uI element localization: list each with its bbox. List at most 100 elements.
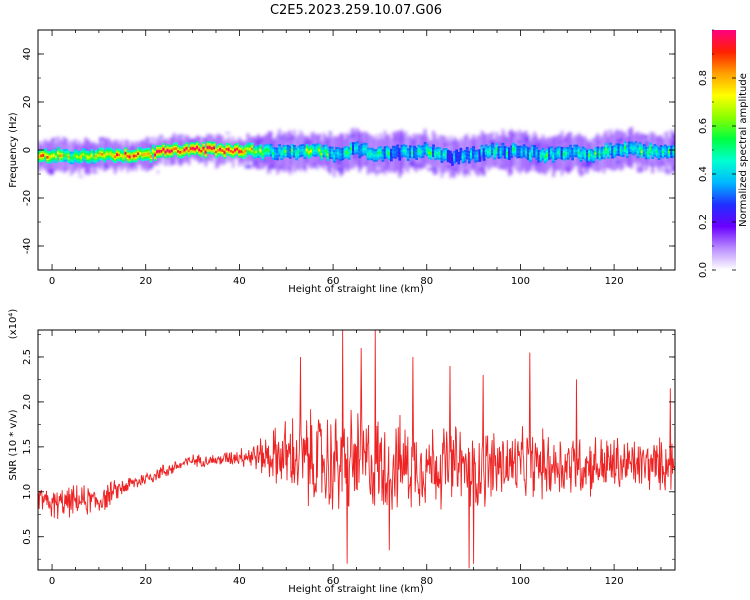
heat-cell [179,150,182,154]
heat-cell [75,155,79,158]
heat-cell [42,154,45,157]
heat-cell [657,152,661,156]
heat-cell [516,150,520,154]
heat-speckle [504,137,508,140]
heat-speckle [94,144,98,149]
heat-cell [672,149,675,153]
heat-cell [645,151,648,155]
heat-cell [649,147,652,151]
heat-cell [425,148,429,152]
heat-cell [474,154,478,158]
heat-cell [379,151,383,154]
heat-cell [257,150,260,153]
heat-speckle [53,149,59,152]
heat-cell [305,148,309,152]
heat-cell [617,148,621,152]
heat-speckle [488,140,494,144]
colorbar-tick-label: 0.8 [698,70,709,86]
heat-speckle [344,139,347,142]
heat-cell [118,153,121,157]
heat-speckle [386,160,390,165]
heat-cell [46,155,50,159]
heat-cell [339,153,343,157]
heat-cell [413,150,416,154]
spectrogram-x-tick-label: 40 [233,276,246,287]
spectrogram-y-tick-label: 0 [22,147,33,153]
heat-speckle [322,157,326,160]
spectrogram-x-tick-label: 100 [511,276,530,287]
heat-cell [208,146,212,149]
heat-cell [575,149,579,153]
heat-cell [229,149,233,153]
heat-cell [432,149,435,153]
heat-cell [434,152,437,156]
heat-speckle [664,168,670,172]
heat-cell [299,149,303,153]
snr-x-tick-label: 40 [233,576,246,587]
heat-speckle [58,146,64,151]
heat-speckle [566,168,571,173]
heat-speckle [156,170,160,174]
heat-speckle [594,161,599,165]
heat-cell [647,151,650,155]
heat-cell [503,151,507,154]
heat-cell [486,151,490,154]
heat-cell [392,150,395,154]
heat-cell [522,149,526,152]
heat-cell [480,149,484,153]
heat-cell [288,151,292,154]
heat-cell [107,152,111,156]
heat-cell [284,150,288,153]
heat-cell [484,149,488,153]
heat-cell [604,148,608,151]
spectrogram-y-tick-label: -40 [22,238,33,254]
heat-cell [252,151,256,154]
colorbar-tick-label: 0.0 [698,262,709,278]
heat-cell [567,152,570,155]
heat-cell [137,152,140,156]
heat-cell [554,152,558,156]
spectrogram-x-tick-label: 60 [327,276,340,287]
heat-speckle [250,158,253,162]
heat-cell [326,153,330,156]
heat-speckle [672,134,675,139]
heat-speckle [381,142,386,144]
heat-speckle [384,167,388,171]
heat-cell [65,153,69,157]
heat-cell [457,156,461,160]
heat-cell [461,155,465,159]
heat-speckle [337,168,342,173]
heat-cell [371,152,374,156]
heat-cell [259,149,263,153]
colorbar-gradient [712,30,736,270]
heat-cell [88,156,92,159]
heat-cell [162,147,166,151]
colorbar-tick-label: 0.4 [698,166,709,182]
heat-speckle [466,149,471,153]
heat-speckle [557,141,564,144]
heat-speckle [392,136,398,141]
heat-cell [404,149,408,153]
heat-cell [619,148,623,152]
heat-cell [170,149,174,153]
heat-speckle [412,140,416,145]
snr-x-tick-label: 60 [327,576,340,587]
heat-cell [139,152,142,155]
heat-speckle [451,167,456,170]
figure-title: C2E5.2023.259.10.07.G06 [270,3,442,18]
heat-cell [82,153,85,156]
heat-cell [345,150,349,154]
heat-cell [430,152,433,155]
heat-cell [438,152,442,155]
heat-speckle [324,135,329,139]
heat-cell [295,152,298,156]
heat-cell [69,156,73,160]
spectrogram-y-tick-label: 20 [22,96,33,109]
heat-cell [375,154,378,157]
heat-speckle [564,138,568,142]
heat-cell [307,151,311,154]
heat-cell [508,152,511,156]
heat-speckle [255,164,261,170]
heat-speckle [432,170,438,175]
snr-y-tick-label: 0.5 [22,529,33,545]
